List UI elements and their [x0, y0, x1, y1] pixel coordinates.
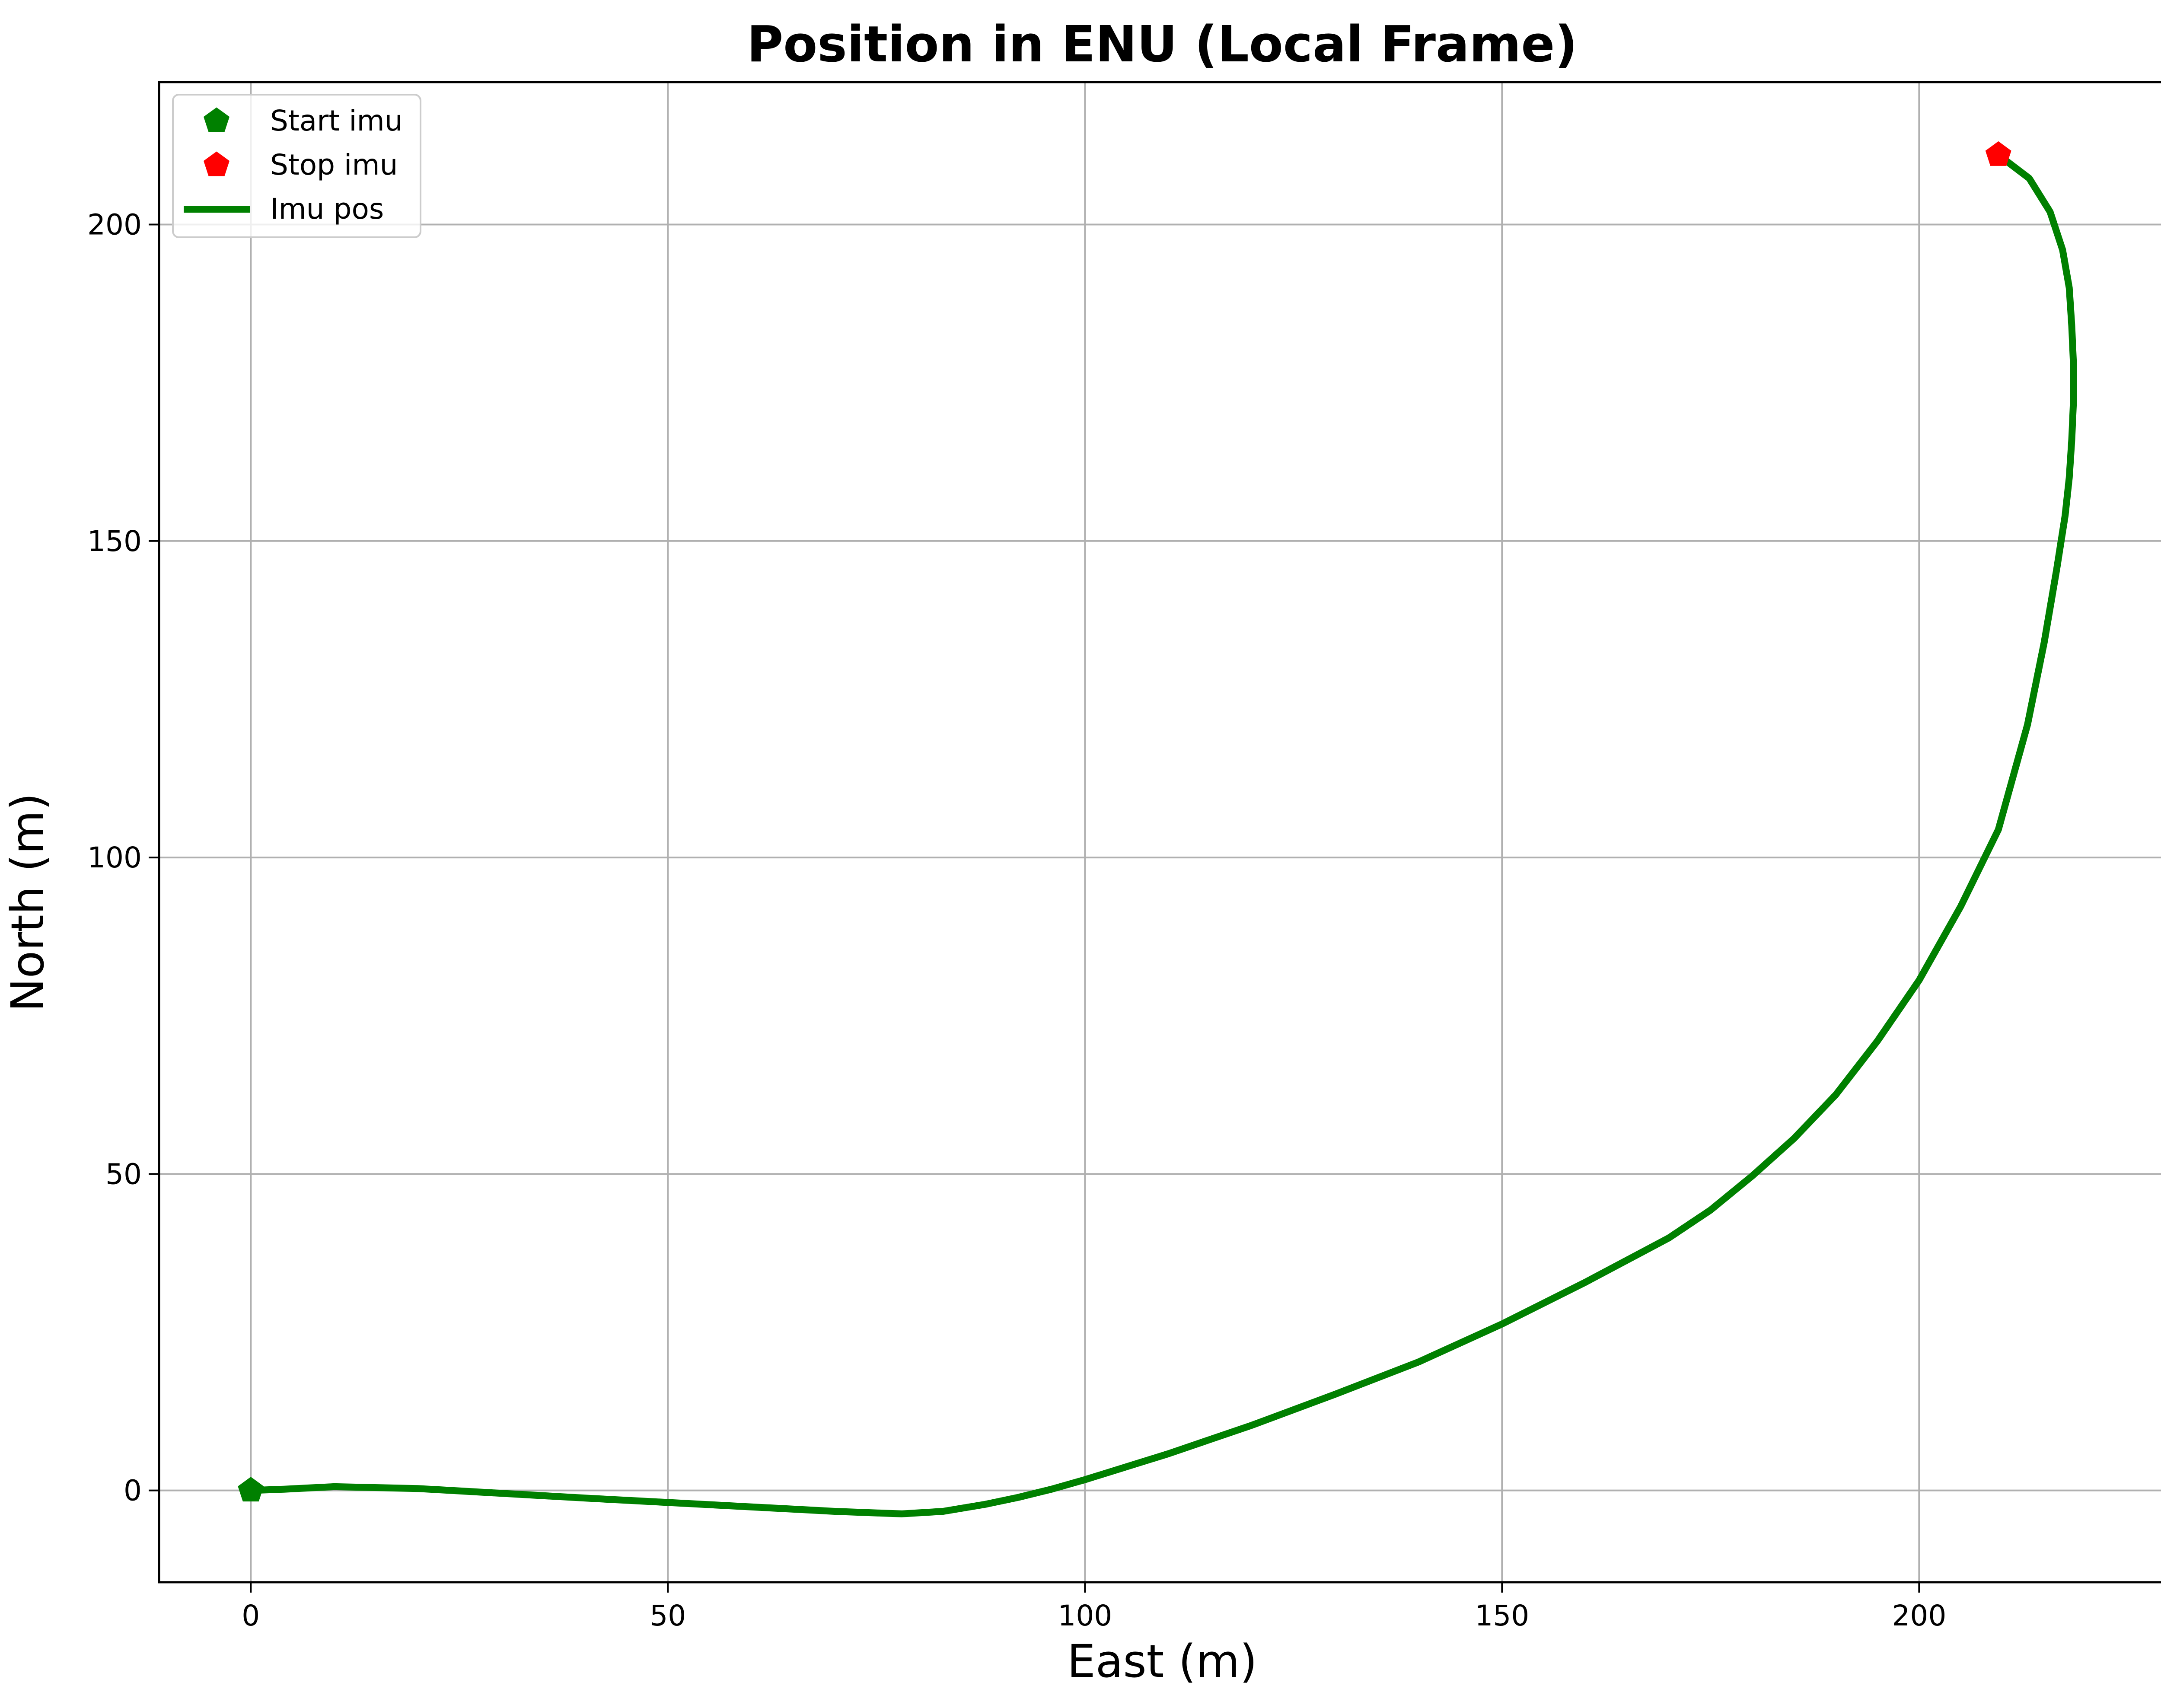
x-axis-label: East (m) [1067, 1635, 1257, 1688]
legend: Start imu Stop imu Imu pos [172, 94, 421, 238]
x-tick-label: 200 [1892, 1599, 1946, 1632]
x-tick-label: 50 [650, 1599, 686, 1632]
y-tick-label: 200 [87, 208, 142, 242]
stop-marker [1985, 141, 2011, 166]
axis-ticks: 0 50 100 150 200 0 50 100 150 200 [87, 208, 1946, 1632]
y-axis-label: North (m) [1, 793, 54, 1012]
y-tick-label: 150 [87, 525, 142, 558]
chart-title: Position in ENU (Local Frame) [747, 16, 1578, 73]
legend-start-label: Start imu [270, 104, 403, 137]
legend-stop-label: Stop imu [270, 148, 398, 182]
x-tick-label: 0 [242, 1599, 260, 1632]
imu-pos-line [247, 151, 2077, 1517]
start-marker [238, 1477, 264, 1502]
legend-start-marker [204, 107, 229, 132]
y-tick-label: 100 [87, 841, 142, 874]
legend-stop-marker [204, 151, 229, 176]
legend-box [172, 94, 421, 238]
plot-frame [158, 81, 2161, 1584]
y-tick-label: 50 [105, 1157, 142, 1191]
x-tick-label: 150 [1475, 1599, 1529, 1632]
markers [238, 141, 2011, 1502]
y-tick-label: 0 [124, 1474, 142, 1507]
plot-area [247, 151, 2077, 1517]
x-tick-label: 100 [1058, 1599, 1112, 1632]
legend-line-label: Imu pos [270, 192, 384, 226]
